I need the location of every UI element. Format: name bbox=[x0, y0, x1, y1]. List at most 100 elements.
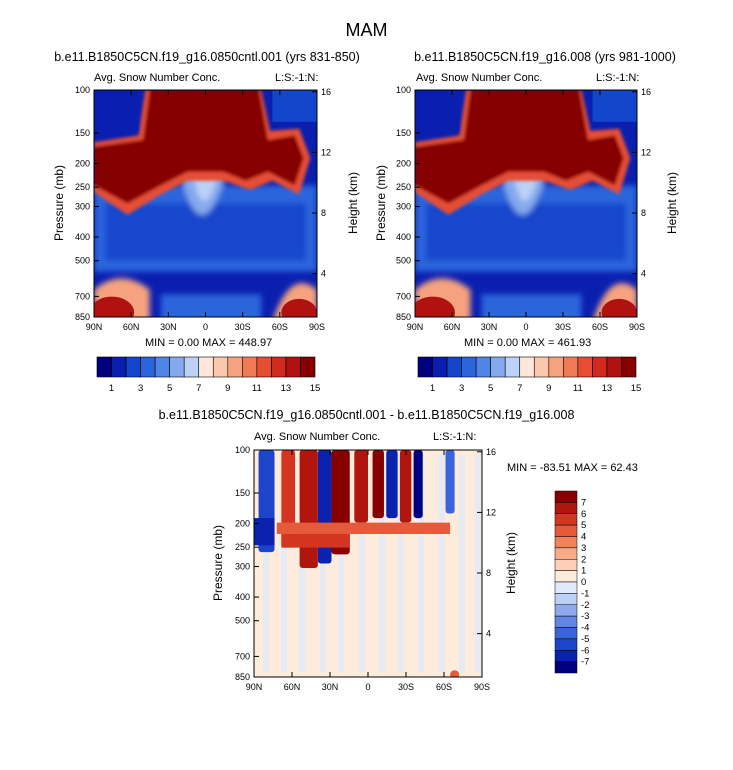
colorbar3-box-9 bbox=[554, 593, 578, 605]
panel2-maximum bbox=[415, 90, 624, 204]
panel2-ytick-label-5: 400 bbox=[396, 232, 411, 242]
panel3-streak-6 bbox=[379, 454, 386, 673]
colorbar2-label-0: 1 bbox=[430, 383, 435, 394]
colorbar3-box-2 bbox=[554, 513, 578, 526]
panel2-ytick-label-8: 850 bbox=[396, 312, 411, 322]
colorbar1-box-13 bbox=[285, 356, 301, 378]
colorbar1-label-6: 13 bbox=[281, 383, 292, 394]
panel1-xtick-label-4: 30S bbox=[235, 322, 251, 332]
panel2-rtick-label-1: 12 bbox=[641, 147, 651, 157]
panel3-xtick-label-1: 60N bbox=[284, 682, 301, 692]
panel3-field-label: Avg. Snow Number Conc. bbox=[254, 431, 381, 443]
colorbar1-box-4 bbox=[154, 356, 170, 378]
colorbar1-label-3: 7 bbox=[196, 383, 201, 394]
panel1-surface-core-s bbox=[281, 298, 317, 317]
colorbar3-label-12: -5 bbox=[581, 634, 589, 645]
panel3-streak-9 bbox=[438, 454, 445, 673]
colorbar3-box-12 bbox=[554, 627, 578, 640]
panel1-ytick-label-4: 300 bbox=[75, 202, 90, 212]
colorbar3-box-10 bbox=[554, 604, 578, 617]
colorbar2-label-1: 3 bbox=[459, 383, 464, 394]
panel1-minmax: MIN = 0.00 MAX = 448.97 bbox=[145, 337, 273, 349]
panel3-ytick-label-6: 500 bbox=[235, 616, 250, 626]
panel2-ytick-label-7: 700 bbox=[396, 291, 411, 301]
colorbar2-box-1 bbox=[432, 356, 448, 378]
colorbar2-box-6 bbox=[504, 356, 521, 378]
colorbar2-box-0 bbox=[417, 356, 433, 378]
colorbar3-box-4 bbox=[554, 536, 578, 549]
panel1-field bbox=[94, 90, 317, 317]
colorbar3-label-6: 1 bbox=[581, 566, 586, 577]
panel2-corner-left bbox=[415, 90, 460, 131]
panel2-ytick-label-1: 150 bbox=[396, 128, 411, 138]
panel3-rtick-label-2: 8 bbox=[486, 568, 491, 578]
colorbar1-box-1 bbox=[111, 356, 127, 378]
panel1-xtick-label-1: 60N bbox=[123, 322, 140, 332]
panel3-streak-11 bbox=[475, 454, 481, 673]
panel2-xtick-label-0: 90N bbox=[407, 322, 424, 332]
panel2-ytick-label-2: 200 bbox=[396, 159, 411, 169]
panel2-xtick-label-2: 30N bbox=[481, 322, 498, 332]
colorbar2-box-14 bbox=[621, 356, 637, 378]
panel3-upper-cell-10 bbox=[445, 450, 455, 514]
colorbar2-box-10 bbox=[563, 356, 579, 378]
panel2-xtick-label-6: 90S bbox=[629, 322, 645, 332]
colorbar2-label-4: 9 bbox=[546, 383, 551, 394]
panel1-ytick-label-6: 500 bbox=[75, 256, 90, 266]
panel1-xtick-label-3: 0 bbox=[203, 322, 208, 332]
panel2-region-1 bbox=[426, 203, 626, 261]
panel3-rtick-label-3: 4 bbox=[486, 629, 491, 639]
panel1-ytick-label-2: 200 bbox=[75, 159, 90, 169]
panel2-ytick-label-4: 300 bbox=[396, 202, 411, 212]
panel3-xtick-label-4: 30S bbox=[398, 682, 414, 692]
colorbar1-box-0 bbox=[96, 356, 112, 378]
colorbar1-box-12 bbox=[271, 356, 287, 378]
panel3-streak-5 bbox=[358, 454, 365, 673]
colorbar2-box-4 bbox=[475, 356, 491, 378]
panel1-rtick-label-2: 8 bbox=[321, 208, 326, 218]
panel3-upper-cell-5 bbox=[354, 450, 368, 523]
panel2-surface-core-n bbox=[415, 296, 455, 317]
panel1-xtick-label-5: 60S bbox=[272, 322, 288, 332]
colorbar2-label-5: 11 bbox=[573, 383, 583, 394]
panel1-ytick-label-8: 850 bbox=[75, 312, 90, 322]
colorbar3-label-4: 3 bbox=[581, 543, 586, 554]
panel3-upper-cell-8 bbox=[399, 450, 412, 523]
colorbar1-box-10 bbox=[242, 356, 258, 378]
colorbar3-label-1: 6 bbox=[581, 509, 586, 520]
panel1-ytick-label-7: 700 bbox=[75, 291, 90, 301]
colorbar2-label-7: 15 bbox=[631, 383, 642, 394]
panel1-ytick-label-5: 400 bbox=[75, 232, 90, 242]
colorbar3-box-15 bbox=[554, 661, 578, 674]
colorbar3-box-7 bbox=[554, 570, 578, 583]
panel3-tropopause-band bbox=[276, 522, 451, 534]
panel3-ytick-label-1: 150 bbox=[235, 488, 250, 498]
colorbar3-label-3: 4 bbox=[581, 532, 586, 543]
panel3-xtick-label-5: 60S bbox=[436, 682, 452, 692]
panel1-xtick-label-2: 30N bbox=[160, 322, 177, 332]
panel3-ytick-label-3: 250 bbox=[235, 542, 250, 552]
panel3-ytick-label-7: 700 bbox=[235, 651, 250, 661]
colorbar2-box-5 bbox=[490, 356, 506, 378]
colorbar1-label-7: 15 bbox=[310, 383, 321, 394]
panel3-ytick-label-5: 400 bbox=[235, 592, 250, 602]
panel3-upper-cell-7 bbox=[386, 450, 398, 519]
panel1-ytick-label-1: 150 bbox=[75, 128, 90, 138]
panel2-ytick-label-0: 100 bbox=[396, 85, 411, 95]
panel1-surface-core-n bbox=[94, 296, 135, 317]
panel1-ytick-label-3: 250 bbox=[75, 182, 90, 192]
colorbar3-box-6 bbox=[554, 559, 578, 571]
colorbar2-label-2: 5 bbox=[488, 383, 493, 394]
panel1-rtick-label-0: 16 bbox=[321, 87, 331, 97]
panel1-level-label: L:S:-1:N: bbox=[275, 72, 319, 84]
panel3-rtick-label-0: 16 bbox=[486, 447, 496, 457]
colorbar1-label-4: 9 bbox=[225, 383, 230, 394]
panel3-streak-8 bbox=[418, 454, 424, 673]
colorbar1-box-2 bbox=[125, 356, 141, 378]
panel2-rtick-label-2: 8 bbox=[641, 208, 646, 218]
colorbar1-box-11 bbox=[256, 356, 272, 378]
panel2-region-6 bbox=[481, 294, 582, 317]
panel3-field bbox=[254, 450, 482, 677]
colorbar1-box-7 bbox=[198, 356, 214, 378]
panel2-xtick-label-1: 60N bbox=[444, 322, 461, 332]
